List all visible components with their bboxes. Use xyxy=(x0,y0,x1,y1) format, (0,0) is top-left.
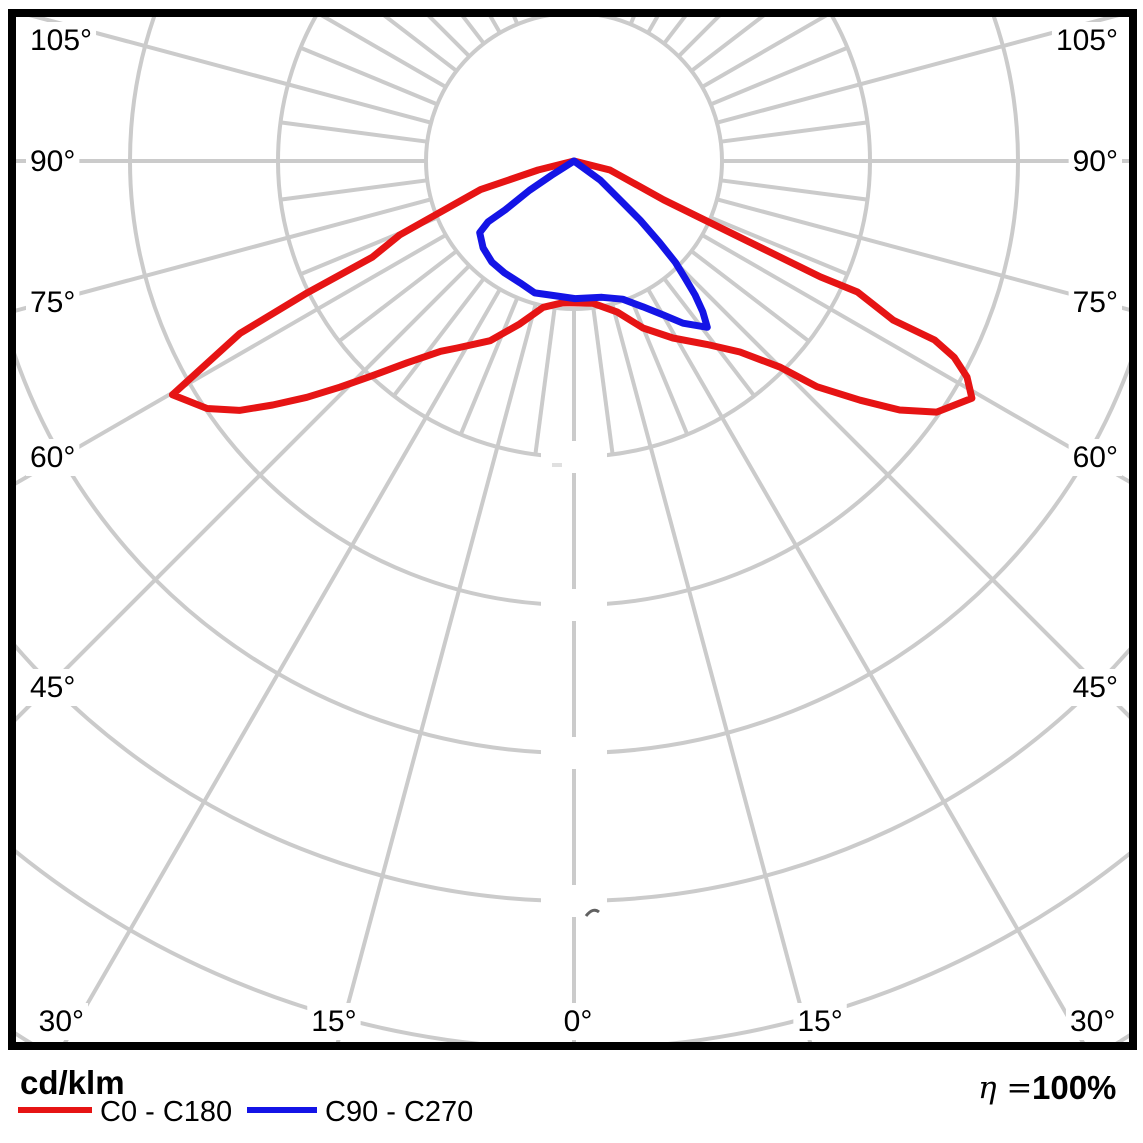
grid-fine-spoke xyxy=(720,178,868,202)
gamma-angle-label: 45° xyxy=(1073,671,1118,704)
intensity-curve-c90-c270 xyxy=(476,157,711,331)
intensity-curves xyxy=(168,157,976,416)
intensity-curve-c0-c180 xyxy=(168,157,976,416)
gamma-angle-label-bg xyxy=(26,143,80,180)
gamma-angle-label: 15° xyxy=(797,1005,842,1038)
gamma-angle-label: 60° xyxy=(1073,441,1118,474)
gamma-angle-label-bg xyxy=(1065,1003,1120,1040)
gamma-angle-label: 75° xyxy=(1073,286,1118,319)
grid-main-spoke xyxy=(16,264,471,722)
gamma-angle-label-bg xyxy=(793,1003,847,1040)
gamma-angle-label: 90° xyxy=(30,145,75,178)
gamma-angle-label-bg xyxy=(26,439,80,476)
grid-fine-spoke xyxy=(299,45,439,107)
gamma-angle-label-bg xyxy=(1068,669,1122,706)
ring-label-blank-box xyxy=(541,441,607,473)
ring-label-gaps xyxy=(541,441,607,917)
gamma-angle-label-bg xyxy=(307,1003,361,1040)
ring-label-blank-box xyxy=(541,737,607,769)
legend: cd/klm C0 - C180 C90 - C270 xyxy=(18,1064,473,1128)
label-remnant-mark xyxy=(584,908,600,917)
gamma-angle-label-bg xyxy=(26,22,97,59)
grid-fine-spoke xyxy=(458,296,520,436)
efficiency-symbol: η = xyxy=(978,1070,1032,1106)
grid-main-spoke xyxy=(16,233,447,486)
legend-units-label: cd/klm xyxy=(20,1064,125,1101)
grid-fine-spoke xyxy=(533,307,557,455)
gamma-angle-label: 0° xyxy=(564,1005,593,1038)
gamma-angle-label-bg xyxy=(1068,284,1122,321)
gamma-angle-label: 105° xyxy=(30,24,92,57)
grid-fine-spoke xyxy=(690,249,811,343)
efficiency-readout: η = 100% xyxy=(978,1069,1116,1106)
grid-main-spoke xyxy=(335,303,538,1042)
grid-fine-spoke xyxy=(709,45,849,107)
gamma-angle-label: 75° xyxy=(30,286,75,319)
gamma-angle-label: 60° xyxy=(30,441,75,474)
ring-label-blank-box xyxy=(541,589,607,621)
grid-main-spoke xyxy=(716,17,1120,125)
gamma-angle-label-bg xyxy=(26,284,80,321)
grid-fine-spoke xyxy=(662,277,756,398)
grid-main-spoke xyxy=(677,264,1129,719)
grid-fine-spoke xyxy=(337,249,458,343)
grid-fine-spoke xyxy=(591,307,615,455)
gamma-angle-label-bg xyxy=(559,1003,597,1040)
efficiency-value: 100% xyxy=(1032,1069,1116,1106)
gamma-angle-label-bg xyxy=(1051,22,1122,59)
gamma-angle-label-bg xyxy=(34,1003,89,1040)
grid-fine-spoke xyxy=(392,277,486,398)
gamma-angle-label-bg xyxy=(1068,143,1122,180)
grid-main-spoke xyxy=(28,17,432,125)
legend-label-c0-c180: C0 - C180 xyxy=(100,1096,232,1128)
grid-fine-spoke xyxy=(628,296,690,436)
legend-label-c90-c270: C90 - C270 xyxy=(325,1096,473,1128)
grid-fine-spoke xyxy=(280,178,428,202)
gamma-angle-label: 45° xyxy=(30,671,75,704)
grid-fine-spoke xyxy=(709,215,849,277)
gamma-angle-label-bg xyxy=(26,669,80,706)
grid-main-spoke xyxy=(16,197,432,313)
grid-fine-spoke xyxy=(383,17,458,73)
grid-main-spoke xyxy=(716,197,1129,312)
grid-fine-spoke xyxy=(690,17,765,73)
angle-labels: 0° 15° 15° 30° 30° 45° 45° 60° 60° 75° 75° 90° 90° 10… xyxy=(26,22,1122,1040)
grid-main-spoke xyxy=(646,288,1085,1042)
plot-frame xyxy=(8,9,1137,1050)
label-remnant-mark xyxy=(552,463,562,467)
gamma-angle-label: 105° xyxy=(1056,24,1118,57)
grid-fine-spoke xyxy=(662,17,688,45)
gamma-angle-label: 90° xyxy=(1073,145,1118,178)
gamma-angle-label: 30° xyxy=(39,1005,84,1038)
gamma-angle-label-bg xyxy=(1068,439,1122,476)
gamma-angle-label: 30° xyxy=(1070,1005,1115,1038)
grid-fine-spoke xyxy=(280,120,428,144)
grid-fine-spoke xyxy=(460,17,486,45)
grid-main-spoke xyxy=(701,233,1129,484)
grid-main-spoke xyxy=(610,303,813,1042)
grid-fine-spoke xyxy=(720,120,868,144)
gamma-angle-label: 15° xyxy=(311,1005,356,1038)
